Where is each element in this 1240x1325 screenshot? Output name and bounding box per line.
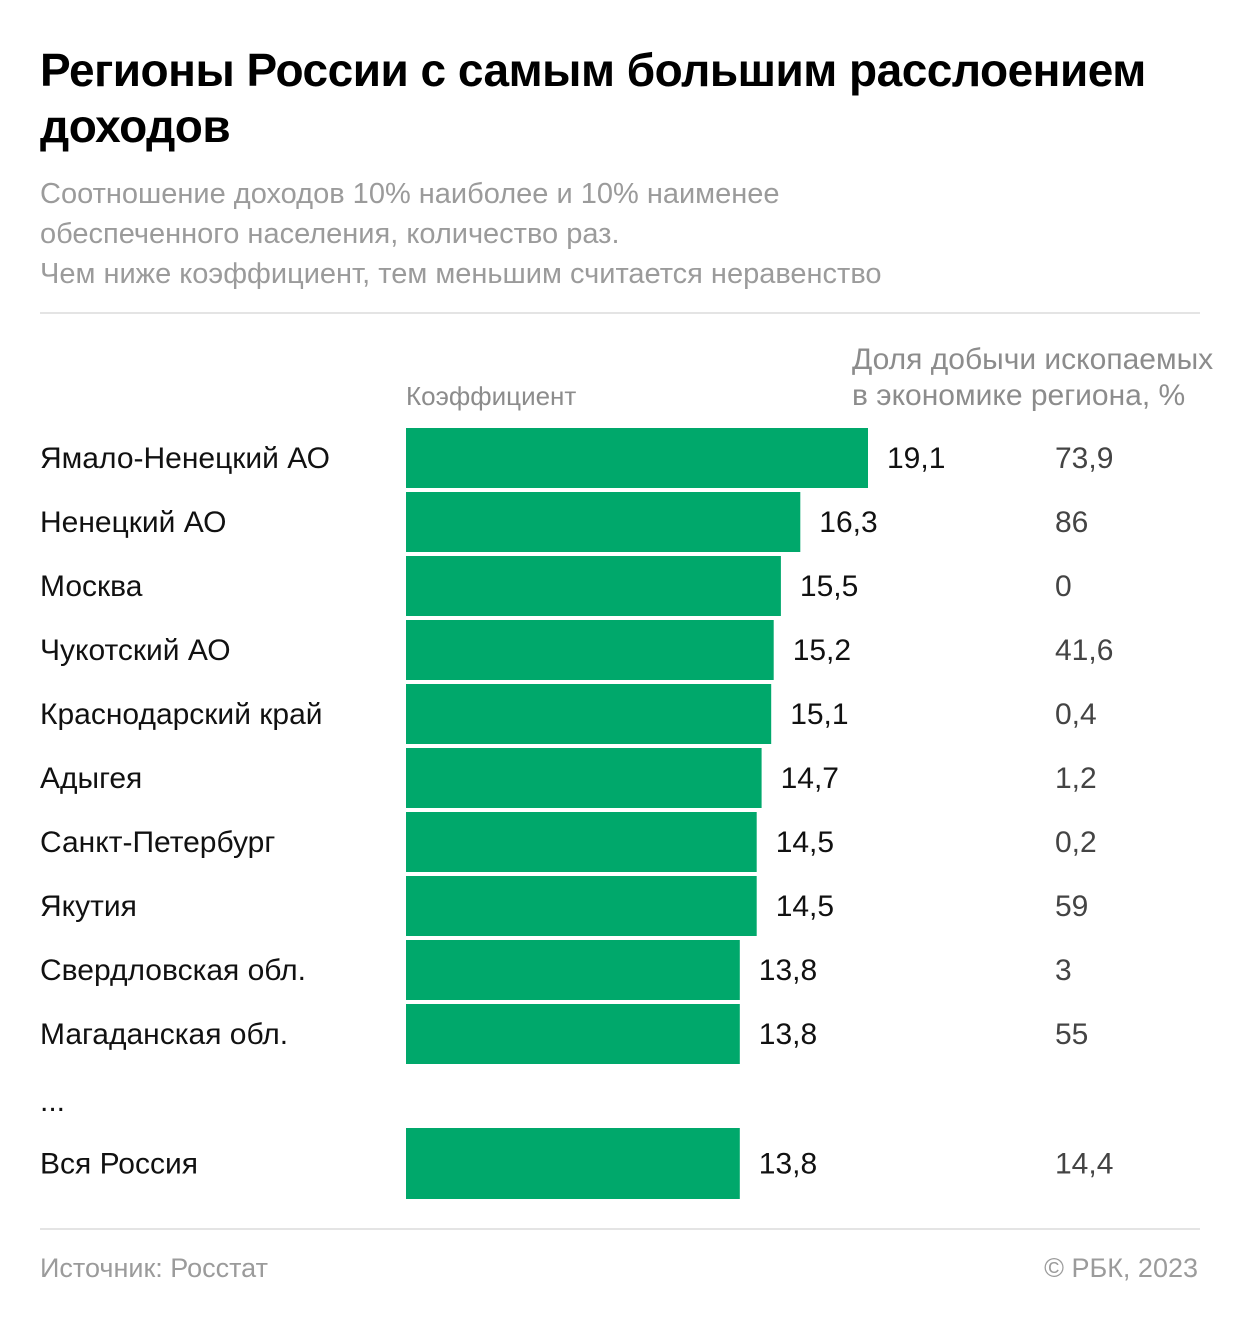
- ellipsis: ...: [40, 1085, 66, 1118]
- value-label: 15,1: [790, 698, 848, 731]
- bar: [406, 684, 772, 744]
- share-value: 73,9: [1055, 442, 1113, 475]
- category-label: Свердловская обл.: [40, 954, 306, 987]
- bar: [406, 876, 757, 936]
- share-value: 0,4: [1055, 698, 1097, 731]
- share-value: 55: [1055, 1018, 1088, 1051]
- category-label: Чукотский АО: [40, 634, 231, 667]
- category-label: Санкт-Петербург: [40, 826, 275, 859]
- subtitle-line: обеспеченного населения, количество раз.: [40, 218, 620, 250]
- bar: [406, 492, 801, 552]
- value-label: 15,2: [793, 634, 851, 667]
- value-label: 14,5: [776, 890, 834, 923]
- bar: [406, 1128, 740, 1199]
- value-label: 13,8: [759, 1148, 817, 1181]
- share-value: 86: [1055, 506, 1088, 539]
- share-header-line: в экономике региона, %: [852, 379, 1186, 412]
- share-value: 3: [1055, 954, 1072, 987]
- bottom-divider: [40, 1228, 1200, 1230]
- share-value: 59: [1055, 890, 1088, 923]
- category-label: Ямало-Ненецкий АО: [40, 442, 330, 475]
- top-divider: [40, 312, 1200, 314]
- bar: [406, 428, 868, 488]
- share-header-line: Доля добычи ископаемых: [852, 343, 1214, 376]
- source-note: Источник: Росстат: [40, 1253, 268, 1283]
- bar: [406, 940, 740, 1000]
- category-label: Вся Россия: [40, 1148, 198, 1181]
- value-label: 13,8: [759, 1018, 817, 1051]
- share-value: 0: [1055, 570, 1072, 603]
- copyright-note: © РБК, 2023: [1044, 1253, 1198, 1283]
- bar: [406, 748, 762, 808]
- value-label: 14,7: [781, 762, 839, 795]
- chart-title: Регионы России с самым большим расслоени…: [40, 44, 1146, 152]
- category-label: Краснодарский край: [40, 698, 323, 731]
- share-value: 1,2: [1055, 762, 1097, 795]
- subtitle-line: Чем ниже коэффициент, тем меньшим считае…: [40, 258, 882, 290]
- subtitle-line: Соотношение доходов 10% наиболее и 10% н…: [40, 178, 780, 210]
- bar: [406, 556, 781, 616]
- chart-subtitle: Соотношение доходов 10% наиболее и 10% н…: [40, 174, 1200, 294]
- value-label: 19,1: [887, 442, 945, 475]
- value-label: 13,8: [759, 954, 817, 987]
- share-value: 0,2: [1055, 826, 1097, 859]
- share-column-header: Доля добычи ископаемых в экономике регио…: [852, 342, 1214, 414]
- category-label: Магаданская обл.: [40, 1018, 288, 1051]
- value-label: 16,3: [819, 506, 877, 539]
- value-label: 15,5: [800, 570, 858, 603]
- category-label: Адыгея: [40, 762, 142, 795]
- value-label: 14,5: [776, 826, 834, 859]
- bar: [406, 812, 757, 872]
- share-value: 14,4: [1055, 1148, 1113, 1181]
- coefficient-column-header: Коэффициент: [406, 381, 577, 411]
- share-value: 41,6: [1055, 634, 1113, 667]
- bar: [406, 620, 774, 680]
- bar: [406, 1004, 740, 1064]
- category-label: Москва: [40, 570, 143, 603]
- category-label: Ненецкий АО: [40, 506, 226, 539]
- category-label: Якутия: [40, 890, 137, 923]
